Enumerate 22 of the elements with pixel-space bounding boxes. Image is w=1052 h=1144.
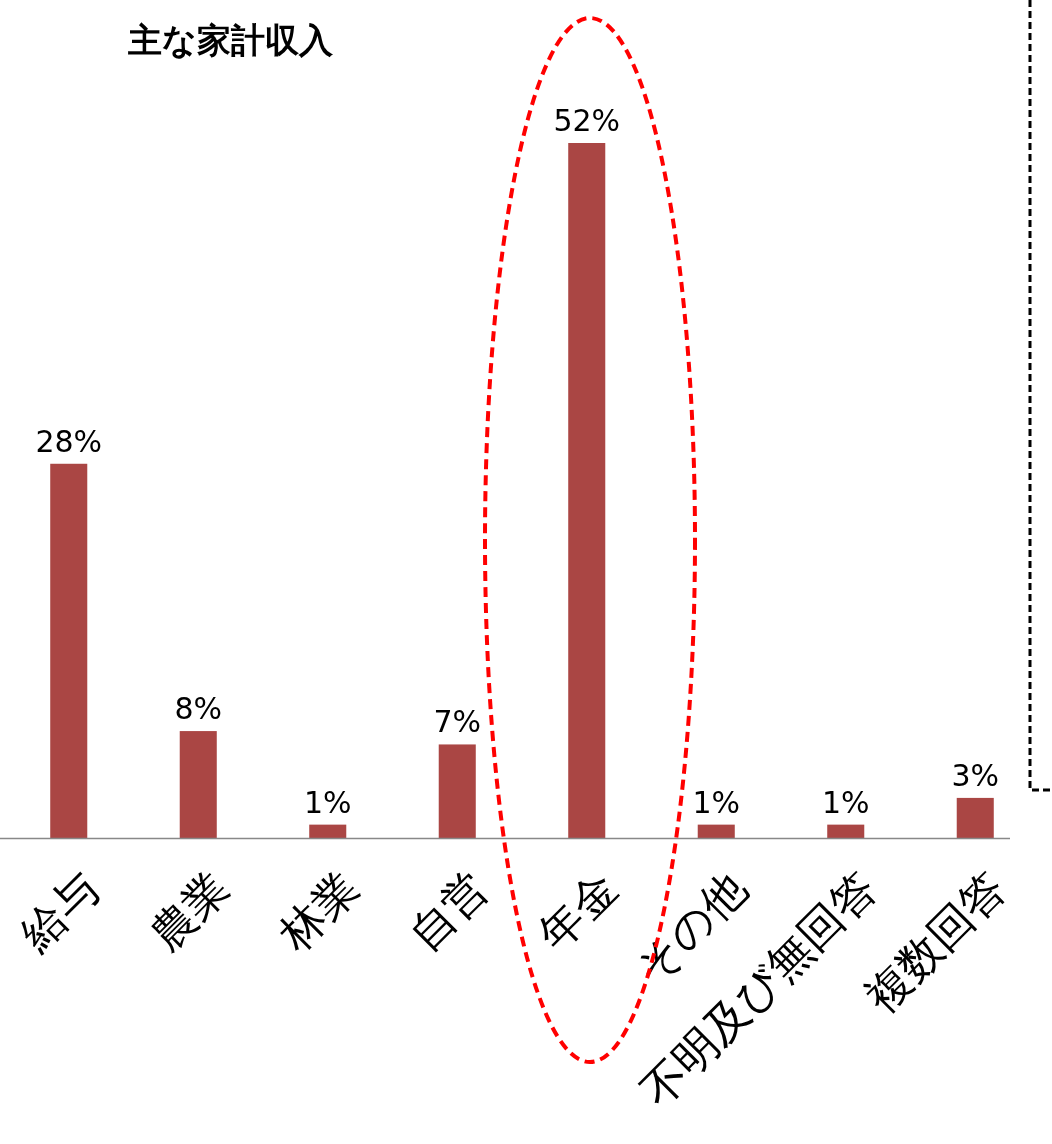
data-label: 28% <box>35 423 103 459</box>
bar <box>50 463 88 838</box>
bar <box>956 797 994 838</box>
data-label: 7% <box>433 704 482 740</box>
x-tick-label: 林業 <box>268 861 368 961</box>
bar <box>309 824 347 838</box>
bar <box>179 731 217 838</box>
x-tick-label: 農業 <box>139 861 239 961</box>
data-label: 1% <box>692 784 741 820</box>
x-tick-label: 自営 <box>398 861 498 961</box>
data-label: 8% <box>174 691 223 727</box>
bar <box>827 824 865 838</box>
data-label: 1% <box>821 784 870 820</box>
data-label: 1% <box>303 784 352 820</box>
data-label: 52% <box>553 103 621 138</box>
bar <box>697 824 735 838</box>
bar <box>438 744 476 838</box>
x-tick-label: 給与 <box>9 861 109 961</box>
x-tick-label: 年金 <box>528 861 627 961</box>
chart-title: 主な家計収入 <box>127 20 334 60</box>
bar <box>568 143 606 838</box>
data-label: 3% <box>951 757 1000 793</box>
